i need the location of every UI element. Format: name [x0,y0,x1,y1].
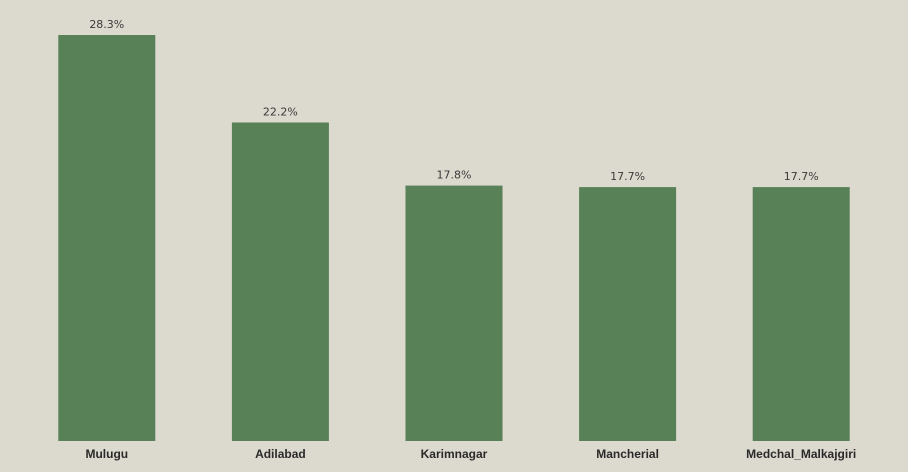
category-label-medchal-malkajgiri: Medchal_Malkajgiri [746,447,856,461]
value-label-adilabad: 22.2% [263,106,298,119]
value-labels-layer: 28.3% 22.2% 17.8% 17.7% 17.7% [89,18,818,183]
bars-layer [58,35,849,441]
value-label-medchal-malkajgiri: 17.7% [784,170,819,183]
category-label-adilabad: Adilabad [255,447,306,461]
value-label-karimnagar: 17.8% [437,169,472,182]
bar-adilabad[interactable] [232,123,329,442]
bar-karimnagar[interactable] [406,186,503,441]
value-label-mulugu: 28.3% [89,18,124,31]
bar-mulugu[interactable] [58,35,155,441]
bar-mancherial[interactable] [579,187,676,441]
value-label-mancherial: 17.7% [610,170,645,183]
category-labels-layer: Mulugu Adilabad Karimnagar Mancherial Medcha… [85,447,856,461]
category-label-mancherial: Mancherial [596,447,659,461]
bar-medchal-malkajgiri[interactable] [753,187,850,441]
category-label-mulugu: Mulugu [85,447,128,461]
category-label-karimnagar: Karimnagar [421,447,488,461]
